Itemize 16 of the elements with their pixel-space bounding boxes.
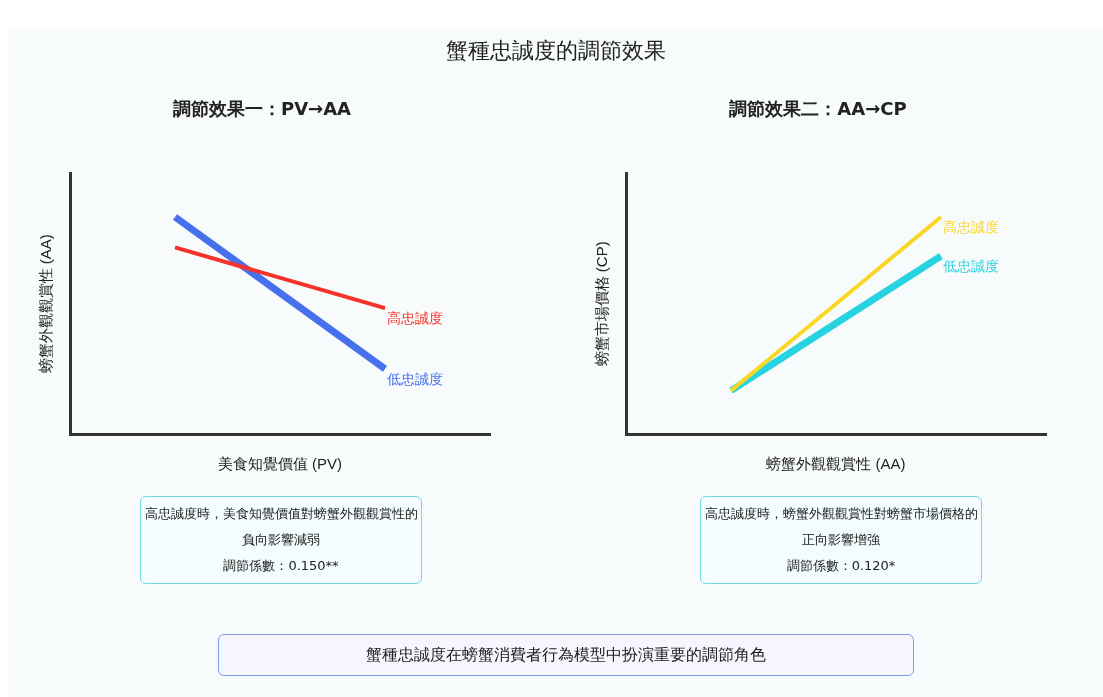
chart-title: 調節效果二：AA→CP	[729, 98, 907, 120]
y-axis-title: 螃蟹市場價格 (CP)	[593, 241, 611, 367]
text: 蟹種忠誠度的調節效果	[444, 37, 667, 65]
text: 調節係數：0.150**	[222, 557, 340, 575]
x-axis-title: 螃蟹外觀觀賞性 (AA)	[766, 455, 906, 473]
text: 高忠誠度時，美食知覺價值對螃蟹外觀觀賞性的負向影響減弱	[143, 505, 419, 549]
series-label: 高忠誠度	[387, 309, 443, 326]
text: 調節係數：0.120*	[785, 557, 897, 575]
series-label: 高忠誠度	[943, 218, 999, 235]
y-axis-title: 螃蟹外觀觀賞性 (AA)	[37, 234, 55, 374]
chart-title: 調節效果一：PV→AA	[172, 98, 352, 120]
text: 高忠誠度時，螃蟹外觀觀賞性對螃蟹市場價格的正向影響增強	[703, 505, 979, 549]
series-label: 低忠誠度	[943, 257, 999, 274]
text: 蟹種忠誠度在螃蟹消費者行為模型中扮演重要的調節角色	[218, 634, 914, 676]
series-label: 低忠誠度	[387, 370, 443, 387]
x-axis-title: 美食知覺價值 (PV)	[217, 455, 343, 473]
